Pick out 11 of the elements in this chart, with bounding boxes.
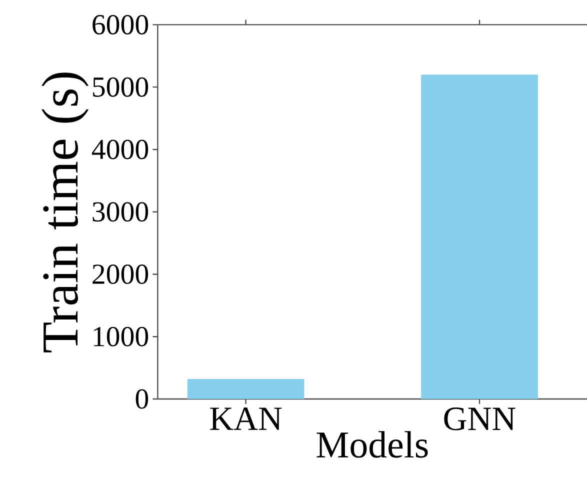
x-axis-title: Models xyxy=(316,431,428,458)
y-tick-label: 2000 xyxy=(92,264,148,284)
y-axis-title: Train time (s) xyxy=(42,72,89,352)
x-tick-label: GNN xyxy=(444,408,516,430)
y-tick-label: 1000 xyxy=(94,326,148,346)
y-tick-label: 0 xyxy=(136,389,148,409)
y-tick-label: 6000 xyxy=(92,14,148,34)
y-tick-label: 4000 xyxy=(92,140,148,160)
y-tick-label: 3000 xyxy=(92,202,148,222)
y-tick-label: 5000 xyxy=(93,77,148,97)
x-tick-label: KAN xyxy=(210,408,282,430)
